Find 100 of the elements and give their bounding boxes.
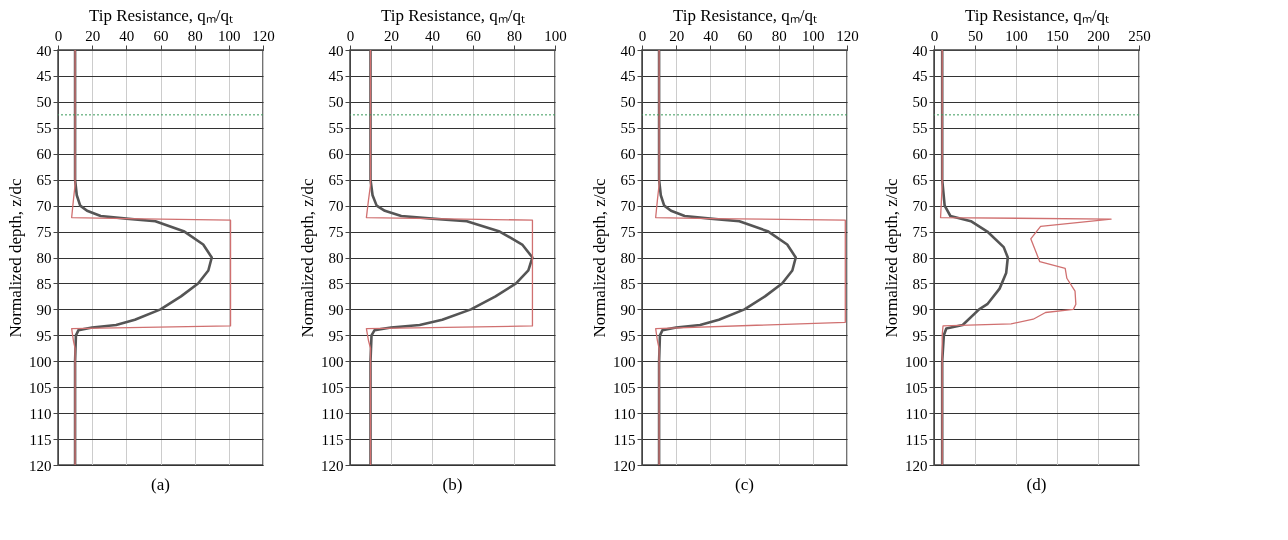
x-tick-label: 100 xyxy=(802,27,825,44)
y-tick-label: 120 xyxy=(321,457,344,474)
y-tick-label: 105 xyxy=(613,379,636,396)
y-tick-label: 100 xyxy=(321,353,344,370)
y-tick-label: 40 xyxy=(620,42,636,59)
y-tick-label: 55 xyxy=(620,120,636,137)
y-tick-label: 45 xyxy=(36,68,52,85)
y-tick-label: 90 xyxy=(328,301,344,318)
y-tick-label: 85 xyxy=(620,275,636,292)
y-tick-label: 45 xyxy=(912,68,928,85)
y-tick-label: 55 xyxy=(328,120,344,137)
y-tick-label: 80 xyxy=(620,250,636,266)
y-tick-label: 110 xyxy=(613,405,636,422)
y-tick-label: 65 xyxy=(912,172,928,189)
y-tick-label: 70 xyxy=(620,198,636,215)
y-tick-label: 60 xyxy=(328,146,344,163)
y-tick-label: 40 xyxy=(328,42,344,59)
y-tick-label: 55 xyxy=(912,120,928,137)
y-tick-label: 115 xyxy=(905,431,928,448)
y-tick-label: 105 xyxy=(321,379,344,396)
y-tick-label: 120 xyxy=(613,457,636,474)
x-axis-title: Tip Resistance, qₘ/qₜ xyxy=(380,5,526,25)
y-tick-label: 70 xyxy=(328,198,344,215)
y-tick-label: 115 xyxy=(613,431,636,448)
y-tick-label: 65 xyxy=(620,172,636,189)
x-tick-label: 80 xyxy=(187,27,203,44)
x-tick-label: 20 xyxy=(669,27,685,44)
x-tick-label: 50 xyxy=(968,27,983,44)
x-tick-label: 200 xyxy=(1087,27,1110,44)
x-tick-label: 0 xyxy=(930,27,939,44)
y-axis-title: Normalized depth, z/dc xyxy=(590,178,609,338)
y-tick-label: 75 xyxy=(36,224,52,241)
y-tick-label: 45 xyxy=(620,68,636,85)
x-tick-label: 250 xyxy=(1128,27,1151,44)
y-tick-label: 95 xyxy=(912,327,928,344)
x-tick-label: 80 xyxy=(771,27,787,44)
y-tick-label: 80 xyxy=(912,250,928,266)
y-tick-label: 60 xyxy=(36,146,52,163)
y-tick-label: 50 xyxy=(36,94,52,111)
y-tick-label: 95 xyxy=(36,327,52,344)
y-tick-label: 75 xyxy=(912,224,928,241)
y-tick-label: 90 xyxy=(620,301,636,318)
x-tick-label: 0 xyxy=(54,27,63,44)
x-axis-title: Tip Resistance, qₘ/qₜ xyxy=(88,5,234,25)
x-tick-label: 40 xyxy=(703,27,719,44)
x-tick-label: 100 xyxy=(1005,27,1028,44)
x-tick-label: 0 xyxy=(346,27,355,44)
y-tick-label: 40 xyxy=(36,42,52,59)
x-tick-label: 120 xyxy=(836,27,859,44)
y-tick-label: 105 xyxy=(29,379,52,396)
x-tick-label: 20 xyxy=(85,27,101,44)
y-tick-label: 65 xyxy=(36,172,52,189)
x-tick-label: 60 xyxy=(153,27,169,44)
y-tick-label: 100 xyxy=(613,353,636,370)
y-tick-label: 75 xyxy=(620,224,636,241)
x-tick-label: 60 xyxy=(466,27,481,44)
y-tick-label: 110 xyxy=(321,405,344,422)
x-tick-label: 100 xyxy=(218,27,241,44)
x-axis-title: Tip Resistance, qₘ/qₜ xyxy=(964,5,1110,25)
y-tick-label: 105 xyxy=(905,379,928,396)
y-axis-title: Normalized depth, z/dc xyxy=(298,178,317,338)
x-tick-label: 0 xyxy=(638,27,647,44)
x-axis-title: Tip Resistance, qₘ/qₜ xyxy=(672,5,818,25)
y-tick-label: 120 xyxy=(29,457,52,474)
text: (c) xyxy=(735,475,754,494)
y-tick-label: 85 xyxy=(328,275,344,292)
y-tick-label: 40 xyxy=(912,42,928,59)
y-tick-label: 100 xyxy=(905,353,928,370)
y-tick-label: 50 xyxy=(620,94,636,111)
y-tick-label: 90 xyxy=(912,301,928,318)
x-tick-label: 40 xyxy=(119,27,135,44)
y-tick-label: 65 xyxy=(328,172,344,189)
x-tick-label: 150 xyxy=(1046,27,1069,44)
y-tick-label: 70 xyxy=(912,198,928,215)
text: (a) xyxy=(151,475,170,494)
y-tick-label: 90 xyxy=(36,301,52,318)
y-tick-label: 70 xyxy=(36,198,52,215)
y-axis-title: Normalized depth, z/dc xyxy=(882,178,901,338)
y-tick-label: 110 xyxy=(29,405,52,422)
y-tick-label: 55 xyxy=(36,120,52,137)
y-tick-label: 120 xyxy=(905,457,928,474)
y-tick-label: 75 xyxy=(328,224,344,241)
y-tick-label: 50 xyxy=(328,94,344,111)
y-axis-title: Normalized depth, z/dc xyxy=(6,178,25,338)
x-tick-label: 40 xyxy=(425,27,440,44)
y-tick-label: 85 xyxy=(912,275,928,292)
x-tick-label: 80 xyxy=(507,27,522,44)
y-tick-label: 80 xyxy=(36,250,52,266)
y-tick-label: 115 xyxy=(29,431,52,448)
x-tick-label: 100 xyxy=(544,27,567,44)
y-tick-label: 100 xyxy=(29,353,52,370)
y-tick-label: 115 xyxy=(321,431,344,448)
text: (b) xyxy=(442,475,463,494)
y-tick-label: 50 xyxy=(912,94,928,111)
x-tick-label: 20 xyxy=(384,27,399,44)
y-tick-label: 110 xyxy=(905,405,928,422)
y-tick-label: 95 xyxy=(328,327,344,344)
y-tick-label: 60 xyxy=(912,146,928,163)
y-tick-label: 95 xyxy=(620,327,636,344)
y-tick-label: 60 xyxy=(620,146,636,163)
